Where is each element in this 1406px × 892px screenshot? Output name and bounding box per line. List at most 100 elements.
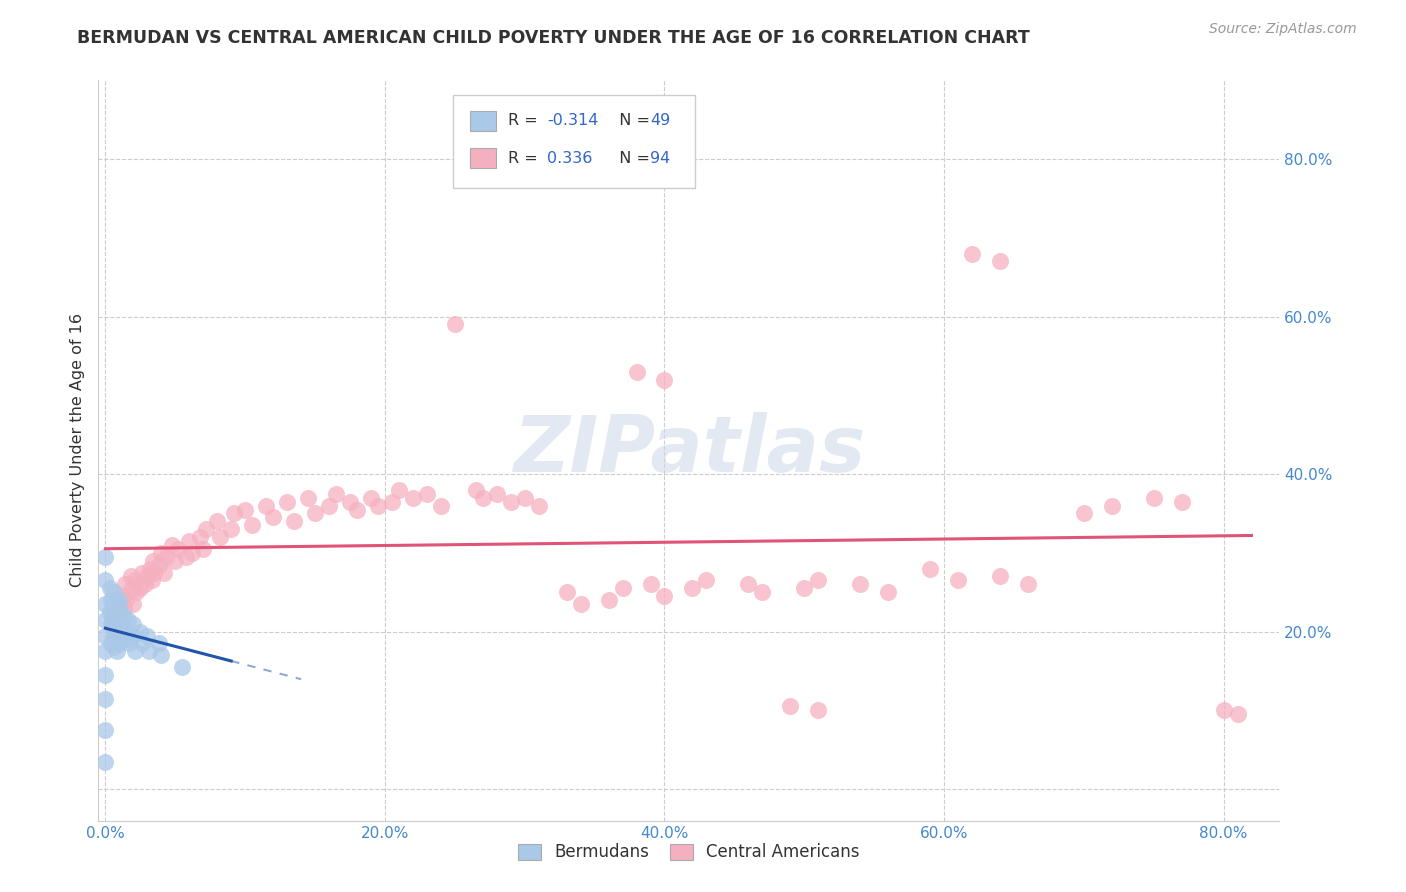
Point bbox=[108, 608, 131, 623]
Point bbox=[121, 582, 143, 596]
Y-axis label: Child Poverty Under the Age of 16: Child Poverty Under the Age of 16 bbox=[69, 313, 84, 588]
Point bbox=[179, 534, 201, 549]
Point bbox=[360, 491, 382, 505]
Point bbox=[1073, 507, 1095, 521]
Point bbox=[176, 549, 198, 564]
Point bbox=[103, 621, 125, 635]
Point bbox=[598, 593, 620, 607]
Point bbox=[988, 569, 1011, 583]
Point bbox=[318, 499, 340, 513]
Point bbox=[136, 569, 159, 583]
Point bbox=[108, 593, 131, 607]
Point bbox=[485, 487, 508, 501]
Point bbox=[988, 254, 1011, 268]
Point bbox=[381, 494, 404, 508]
Point bbox=[737, 577, 759, 591]
Point bbox=[105, 605, 128, 619]
Point bbox=[105, 616, 128, 631]
Point bbox=[94, 549, 117, 564]
FancyBboxPatch shape bbox=[453, 95, 695, 187]
Point bbox=[101, 613, 124, 627]
Point bbox=[416, 487, 439, 501]
Point bbox=[118, 636, 141, 650]
Point bbox=[304, 507, 326, 521]
Point bbox=[1170, 494, 1192, 508]
Point bbox=[262, 510, 284, 524]
Point bbox=[918, 561, 941, 575]
Point bbox=[654, 589, 676, 603]
Point bbox=[112, 601, 135, 615]
Point bbox=[555, 585, 578, 599]
Point bbox=[143, 566, 166, 580]
Point bbox=[499, 494, 522, 508]
Point bbox=[134, 577, 156, 591]
Point bbox=[297, 491, 319, 505]
Point bbox=[527, 499, 550, 513]
Point bbox=[108, 616, 131, 631]
Point bbox=[148, 636, 170, 650]
Point bbox=[108, 636, 131, 650]
Point bbox=[807, 703, 830, 717]
Point bbox=[103, 597, 125, 611]
Point bbox=[464, 483, 486, 497]
Point bbox=[367, 499, 389, 513]
Text: N =: N = bbox=[609, 151, 655, 166]
Point bbox=[695, 574, 717, 588]
Point bbox=[94, 668, 117, 682]
Point bbox=[103, 605, 125, 619]
Point bbox=[162, 538, 184, 552]
Point bbox=[94, 755, 117, 769]
Point bbox=[240, 518, 263, 533]
Point bbox=[94, 644, 117, 658]
Point bbox=[793, 582, 815, 596]
Point bbox=[612, 582, 634, 596]
Point bbox=[1101, 499, 1123, 513]
Point bbox=[103, 613, 125, 627]
Point bbox=[443, 318, 465, 332]
Point bbox=[98, 582, 121, 596]
Point bbox=[654, 373, 676, 387]
Point bbox=[190, 530, 212, 544]
Point bbox=[114, 577, 136, 591]
Point bbox=[117, 613, 139, 627]
Point bbox=[167, 541, 190, 556]
Point bbox=[100, 616, 122, 631]
Text: -0.314: -0.314 bbox=[547, 113, 599, 128]
Point bbox=[117, 624, 139, 639]
Point bbox=[94, 597, 117, 611]
FancyBboxPatch shape bbox=[471, 148, 496, 169]
Point bbox=[388, 483, 411, 497]
Point bbox=[807, 574, 830, 588]
Point bbox=[153, 566, 176, 580]
Point bbox=[136, 628, 159, 642]
Point bbox=[94, 613, 117, 627]
Point bbox=[276, 494, 298, 508]
Point bbox=[100, 636, 122, 650]
Point bbox=[181, 546, 204, 560]
Point bbox=[124, 644, 146, 658]
Point bbox=[122, 616, 145, 631]
Point bbox=[471, 491, 494, 505]
Point bbox=[148, 558, 170, 572]
Point bbox=[129, 582, 152, 596]
Point bbox=[1212, 703, 1234, 717]
Point bbox=[142, 554, 165, 568]
Point bbox=[120, 569, 142, 583]
Point bbox=[103, 585, 125, 599]
Text: 94: 94 bbox=[650, 151, 671, 166]
Point bbox=[751, 585, 773, 599]
Point bbox=[150, 648, 173, 663]
Point bbox=[165, 554, 187, 568]
Point bbox=[513, 491, 536, 505]
Point bbox=[103, 640, 125, 655]
Point bbox=[131, 566, 153, 580]
Point bbox=[254, 499, 277, 513]
Point bbox=[681, 582, 703, 596]
Point bbox=[346, 502, 368, 516]
Point bbox=[122, 597, 145, 611]
Point bbox=[129, 624, 152, 639]
Point bbox=[626, 365, 648, 379]
Point bbox=[1143, 491, 1166, 505]
Point bbox=[946, 574, 969, 588]
Point bbox=[122, 628, 145, 642]
